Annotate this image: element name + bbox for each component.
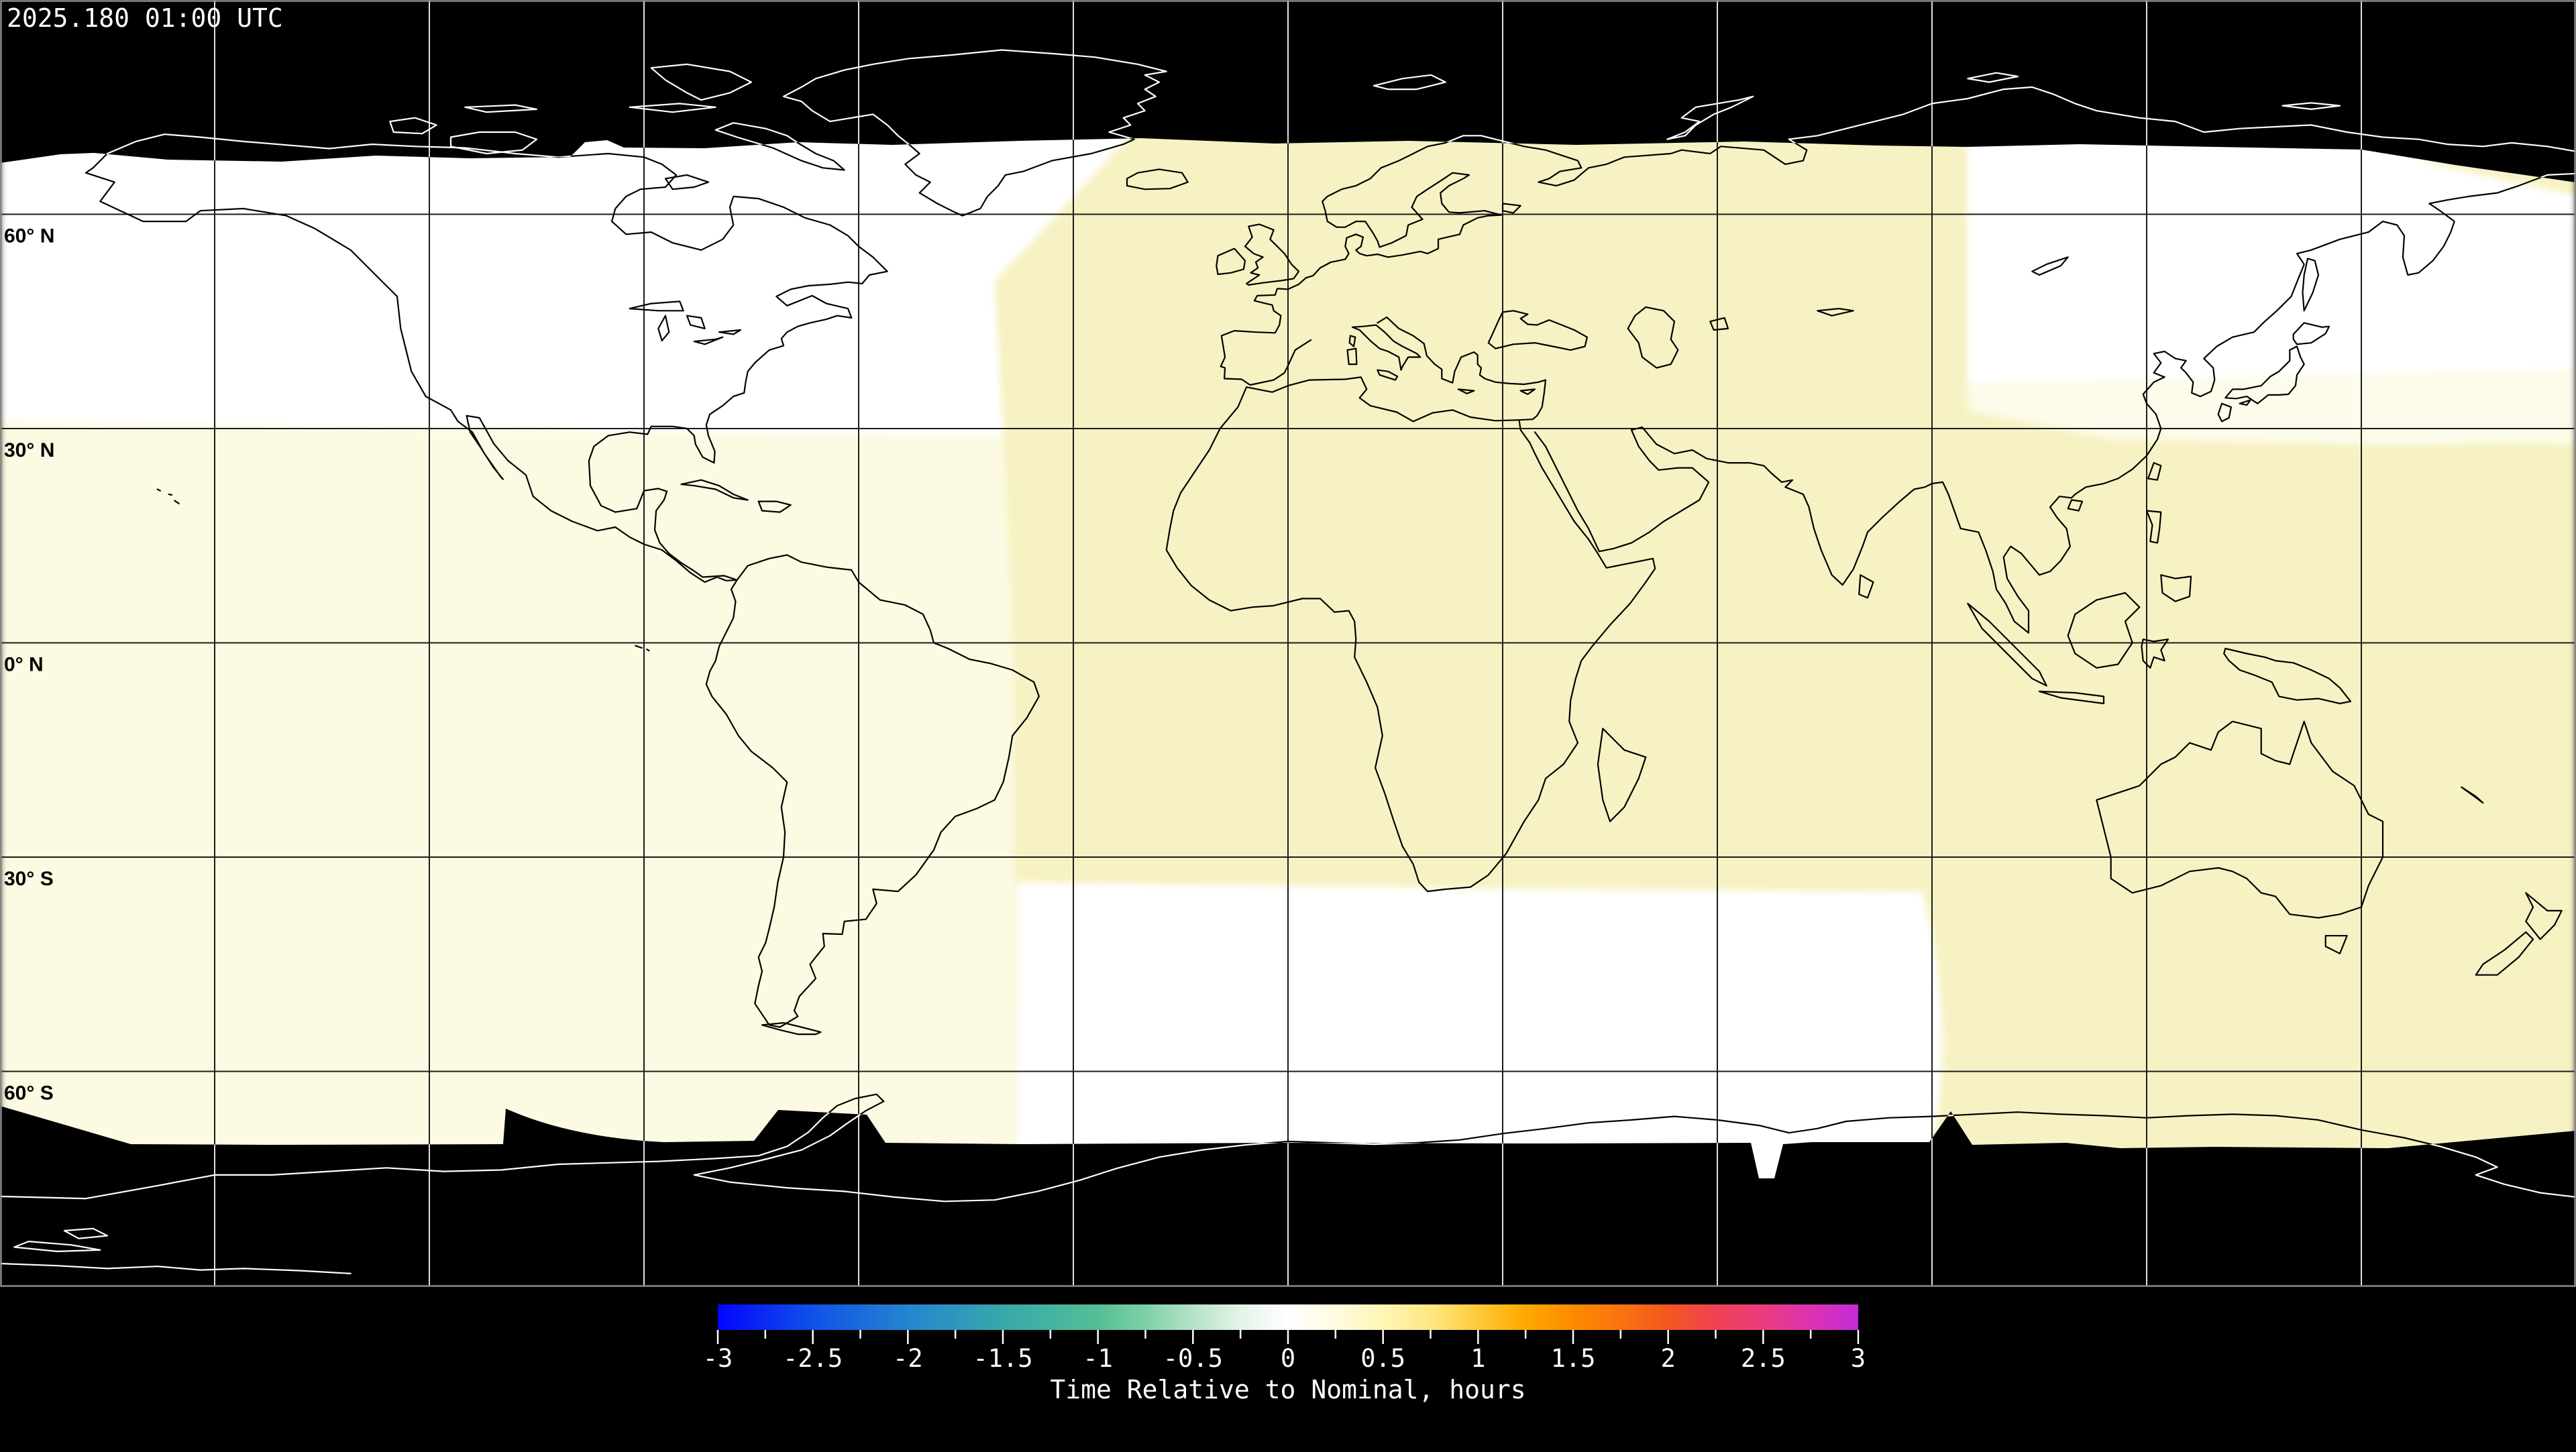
colorbar-tick-label: -2 [893,1344,923,1373]
lat-label: 60° S [4,1082,54,1105]
colorbar-tick-label: 0 [1281,1344,1295,1373]
colorbar [718,1304,1858,1330]
colorbar-tick-label: -1.5 [973,1344,1032,1373]
colorbar-tick-label: 2 [1661,1344,1676,1373]
lat-label: 60° N [4,225,54,247]
graticule-over-data [0,138,2576,1178]
lat-label: 30° N [4,439,54,461]
colorbar-tick-label: 1 [1470,1344,1485,1373]
lat-label: 0° N [4,654,44,676]
coastlines-over-data [0,138,2576,1178]
colorbar-tick-label: -2.5 [783,1344,843,1373]
colorbar-tick-label: -3 [703,1344,733,1373]
colorbar-tick-label: 3 [1851,1344,1866,1373]
colorbar-tick-labels: -3 -2.5 -2 -1.5 -1 -0.5 0 0.5 1 1.5 2 2.5 3 [703,1344,1866,1373]
colorbar-ticks [716,1330,1860,1344]
colorbar-tick-label: 0.5 [1360,1344,1405,1373]
colorbar-tick-label: 2.5 [1741,1344,1786,1373]
colorbar-caption: Time Relative to Nominal, hours [1050,1375,1525,1404]
colorbar-tick-label: -0.5 [1163,1344,1223,1373]
colorbar-tick-label: -1 [1083,1344,1113,1373]
timestamp-title: 2025.180 01:00 UTC [7,3,283,33]
map-frame [0,0,2576,1287]
latitude-labels: 60° N 30° N 0° N 30° S 60° S [4,225,54,1105]
lat-label: 30° S [4,868,54,890]
colorbar-tick-label: 1.5 [1551,1344,1596,1373]
